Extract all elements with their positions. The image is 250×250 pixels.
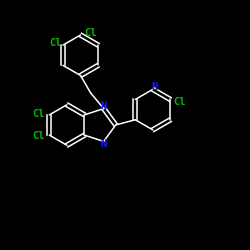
Text: Cl: Cl — [33, 109, 45, 119]
Text: N: N — [151, 82, 157, 92]
Text: Cl: Cl — [49, 38, 62, 48]
Text: N: N — [100, 139, 107, 149]
Text: N: N — [100, 101, 107, 111]
Text: Cl: Cl — [84, 28, 97, 38]
Text: Cl: Cl — [174, 97, 186, 107]
Text: Cl: Cl — [33, 131, 45, 141]
